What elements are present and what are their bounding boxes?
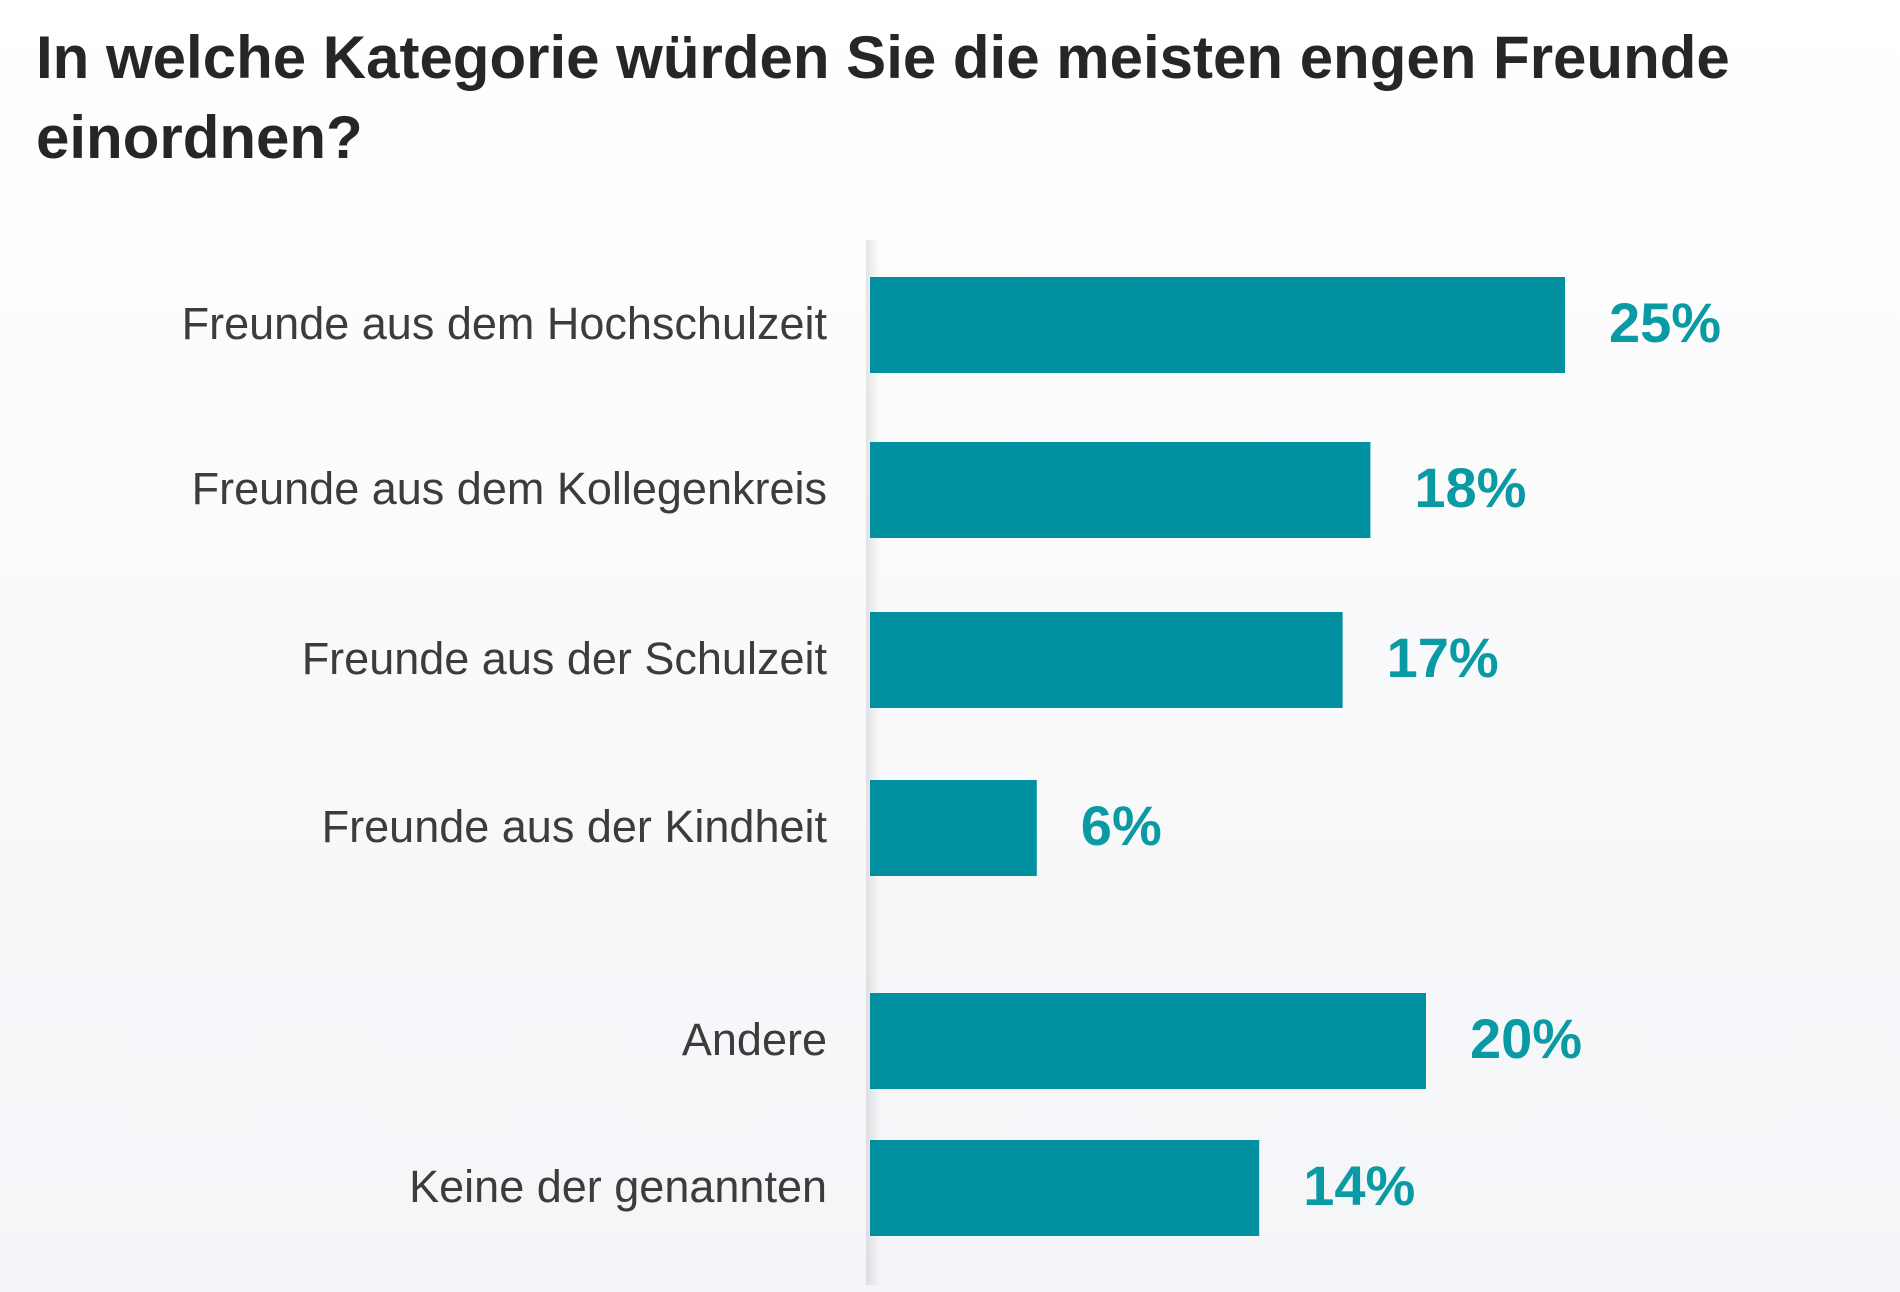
value-label: 17%: [1387, 626, 1499, 689]
bar: [870, 612, 1343, 708]
chart-title: In welche Kategorie würden Sie die meist…: [36, 24, 1730, 171]
bar: [870, 442, 1371, 538]
value-labels: 25% 18% 17% 6% 20% 14%: [1081, 291, 1721, 1217]
axis-group: [866, 240, 880, 1285]
bar: [870, 993, 1426, 1089]
category-label: Freunde aus der Kindheit: [322, 801, 828, 852]
value-label: 25%: [1609, 291, 1721, 354]
value-label: 20%: [1470, 1007, 1582, 1070]
value-label: 14%: [1303, 1154, 1415, 1217]
category-label: Freunde aus der Schulzeit: [302, 633, 828, 684]
value-label: 6%: [1081, 794, 1162, 857]
bar: [870, 277, 1565, 373]
category-label: Keine der genannten: [409, 1161, 827, 1212]
bar: [870, 780, 1037, 876]
bars-group: [870, 277, 1565, 1236]
category-label: Andere: [682, 1014, 827, 1065]
category-labels: Freunde aus dem Hochschulzeit Freunde aus…: [182, 298, 828, 1212]
value-label: 18%: [1414, 456, 1526, 519]
category-label: Freunde aus dem Hochschulzeit: [182, 298, 828, 349]
category-label: Freunde aus dem Kollegenkreis: [192, 463, 827, 514]
bar: [870, 1140, 1260, 1236]
baseline-shadow: [866, 240, 880, 1285]
